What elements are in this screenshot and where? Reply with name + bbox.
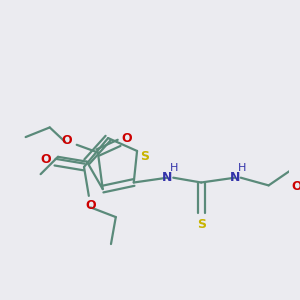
Text: N: N [230,171,240,184]
Text: O: O [122,133,132,146]
Text: H: H [238,163,246,173]
Text: N: N [162,171,173,184]
Text: H: H [170,163,178,173]
Text: O: O [40,153,51,166]
Text: O: O [62,134,72,147]
Text: S: S [197,218,206,231]
Text: S: S [140,150,149,163]
Text: O: O [292,179,300,193]
Text: O: O [85,199,96,212]
